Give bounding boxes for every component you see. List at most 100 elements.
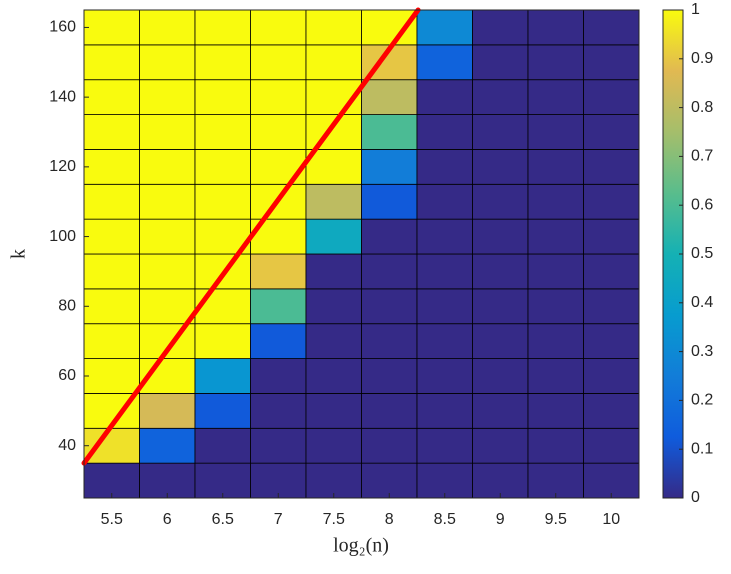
heatmap-cell xyxy=(194,427,251,464)
heatmap-cell xyxy=(472,114,529,150)
colorbar-tick-label: 0.4 xyxy=(691,294,713,311)
colorbar-tick-label: 0.6 xyxy=(691,196,713,213)
heatmap-cell xyxy=(305,462,362,499)
colorbar-tick-label: 0 xyxy=(691,489,700,506)
heatmap-cell xyxy=(527,183,584,220)
heatmap-cell xyxy=(194,288,251,325)
colorbar-tick-label: 0.9 xyxy=(691,50,713,67)
x-tick-label: 10 xyxy=(602,511,620,528)
heatmap-cell xyxy=(472,288,529,325)
heatmap-cell xyxy=(250,9,307,46)
heatmap-cell xyxy=(416,114,473,150)
heatmap-cell xyxy=(139,218,196,255)
heatmap-cell xyxy=(583,427,640,464)
heatmap-cell xyxy=(583,114,640,150)
heatmap-cell xyxy=(83,114,140,150)
x-tick-label: 7 xyxy=(274,511,283,528)
heatmap-cell xyxy=(472,79,529,115)
heatmap-cell xyxy=(305,218,362,255)
heatmap-cell xyxy=(139,9,196,46)
heatmap-cell xyxy=(416,79,473,115)
heatmap-cell xyxy=(583,288,640,325)
heatmap-cell xyxy=(361,427,418,464)
heatmap-cell xyxy=(361,253,418,290)
heatmap-cell xyxy=(527,44,584,81)
heatmap-cell xyxy=(472,149,529,185)
heatmap-cell xyxy=(361,149,418,185)
heatmap-cell xyxy=(527,114,584,150)
heatmap-cell xyxy=(361,358,418,394)
heatmap-cell xyxy=(361,288,418,325)
heatmap-cell xyxy=(416,358,473,394)
heatmap-cell xyxy=(139,253,196,290)
heatmap-cell xyxy=(583,393,640,429)
heatmap-cell xyxy=(250,149,307,185)
heatmap-cell xyxy=(83,288,140,325)
x-tick-label: 8 xyxy=(385,511,394,528)
y-tick-label: 140 xyxy=(49,88,76,105)
heatmap-cell xyxy=(583,253,640,290)
heatmap-cell xyxy=(472,323,529,359)
heatmap-cell xyxy=(472,462,529,499)
heatmap-cell xyxy=(139,427,196,464)
heatmap-cell xyxy=(416,149,473,185)
heatmap-cell xyxy=(583,44,640,81)
heatmap-cell xyxy=(83,253,140,290)
y-axis-label: k xyxy=(8,249,30,259)
colorbar-tick-label: 0.2 xyxy=(691,392,713,409)
heatmap-cell xyxy=(250,323,307,359)
plot-frame xyxy=(83,9,640,499)
heatmap-cell xyxy=(305,358,362,394)
heatmap-cell xyxy=(194,149,251,185)
heatmap-cell xyxy=(472,393,529,429)
heatmap-cell xyxy=(139,149,196,185)
y-tick-label: 40 xyxy=(58,437,76,454)
heatmap-cell xyxy=(472,183,529,220)
heatmap-cell xyxy=(583,79,640,115)
heatmap-cell xyxy=(527,288,584,325)
heatmap-cell xyxy=(472,9,529,46)
heatmap-cell xyxy=(361,183,418,220)
heatmap-cell xyxy=(416,44,473,81)
heatmap-cell xyxy=(583,183,640,220)
heatmap-cell xyxy=(194,9,251,46)
x-tick-label: 7.5 xyxy=(323,511,345,528)
heatmap-cell xyxy=(83,9,140,46)
heatmap-cell xyxy=(583,218,640,255)
heatmap-cell xyxy=(416,462,473,499)
heatmap-cell xyxy=(194,79,251,115)
heatmap-cell xyxy=(250,427,307,464)
heatmap-cell xyxy=(139,183,196,220)
heatmap-cell xyxy=(361,218,418,255)
heatmap-cell xyxy=(416,183,473,220)
colorbar-tick-label: 0.5 xyxy=(691,245,713,262)
heatmap-cell xyxy=(250,358,307,394)
heatmap-cell xyxy=(83,462,140,499)
heatmap-cell xyxy=(361,393,418,429)
heatmap-cell xyxy=(472,358,529,394)
colorbar-tick-label: 0.3 xyxy=(691,343,713,360)
heatmap-cell xyxy=(83,218,140,255)
heatmap-cell xyxy=(305,183,362,220)
heatmap-cell xyxy=(305,393,362,429)
heatmap-cell xyxy=(416,253,473,290)
heatmap-cell xyxy=(527,218,584,255)
x-tick-label: 9.5 xyxy=(545,511,567,528)
heatmap-cell xyxy=(583,358,640,394)
heatmap-cell xyxy=(83,183,140,220)
colorbar-tick-label: 1 xyxy=(691,1,700,18)
heatmap-cell xyxy=(527,149,584,185)
heatmap-cell xyxy=(250,114,307,150)
heatmap-cell xyxy=(139,462,196,499)
heatmap-cell xyxy=(194,462,251,499)
heatmap-cell xyxy=(83,149,140,185)
heatmap-cell xyxy=(527,427,584,464)
heatmap-cell xyxy=(305,288,362,325)
heatmap-cell xyxy=(139,393,196,429)
heatmap-cell xyxy=(527,323,584,359)
colorbar-tick-label: 0.1 xyxy=(691,440,713,457)
heatmap-cell xyxy=(83,358,140,394)
heatmap-cell xyxy=(194,114,251,150)
heatmap-cell xyxy=(361,323,418,359)
heatmap-cell xyxy=(361,9,418,46)
